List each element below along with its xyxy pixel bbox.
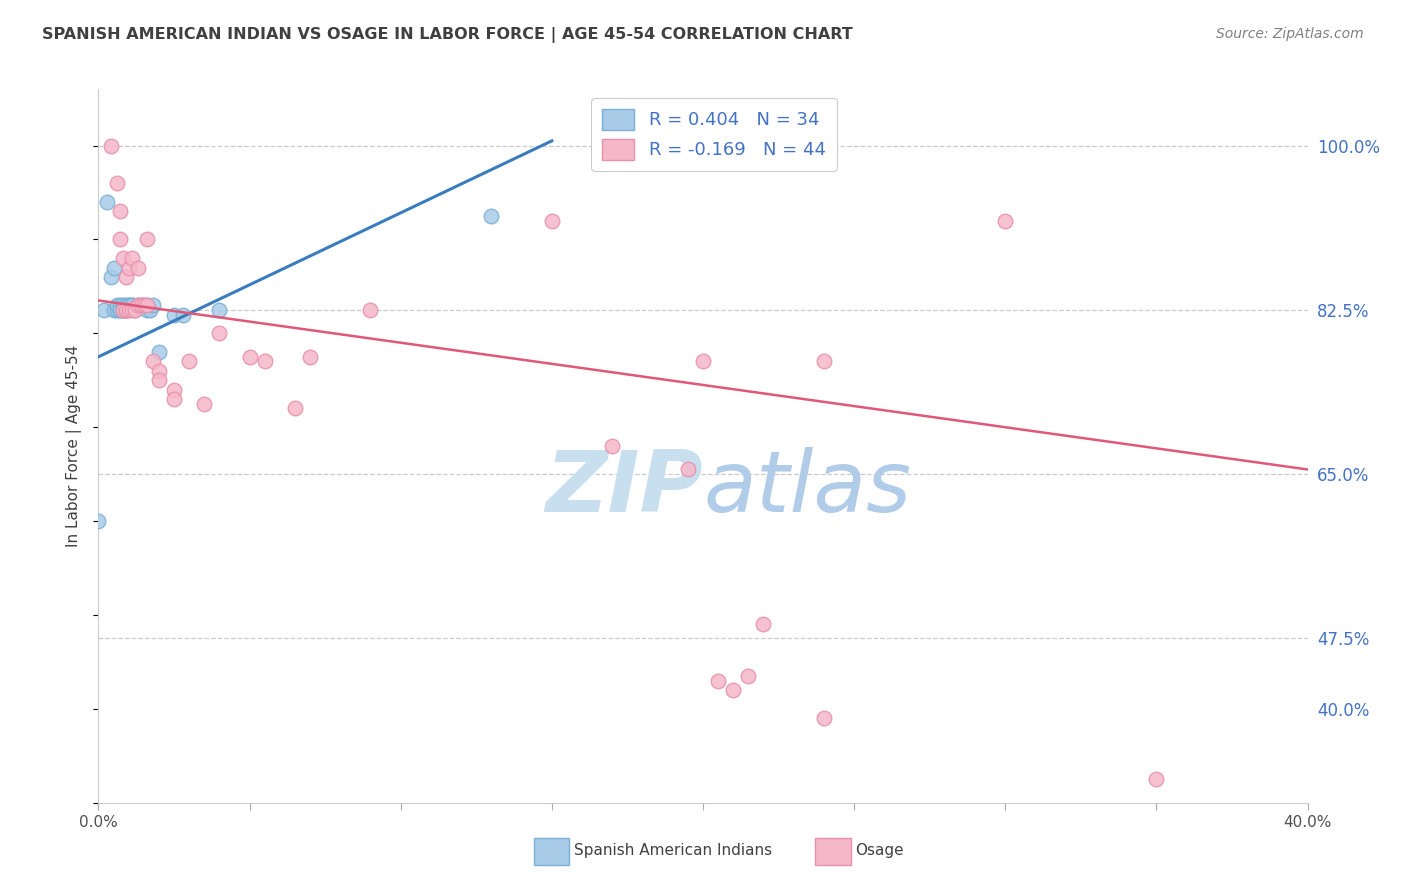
Point xyxy=(129,298,152,312)
Point xyxy=(127,260,149,275)
Point xyxy=(111,298,134,312)
Point xyxy=(135,298,157,312)
Point xyxy=(108,302,131,317)
Point xyxy=(284,401,307,416)
Text: atlas: atlas xyxy=(703,447,911,531)
Text: Source: ZipAtlas.com: Source: ZipAtlas.com xyxy=(1216,27,1364,41)
Point xyxy=(602,439,624,453)
Point xyxy=(135,302,157,317)
Point xyxy=(103,302,125,317)
Point xyxy=(121,298,143,312)
Point xyxy=(148,364,170,378)
Point xyxy=(193,397,215,411)
Point xyxy=(1144,772,1167,787)
Point xyxy=(132,298,155,312)
Point xyxy=(108,302,131,317)
Point xyxy=(100,270,122,285)
Point xyxy=(723,683,745,698)
Point xyxy=(208,326,231,341)
Point xyxy=(111,251,134,265)
Point xyxy=(114,302,136,317)
Point xyxy=(100,138,122,153)
Point xyxy=(96,194,118,209)
Point xyxy=(994,213,1017,227)
Point xyxy=(692,354,714,368)
Point xyxy=(737,669,759,683)
Point xyxy=(118,298,141,312)
Point xyxy=(360,302,382,317)
Point xyxy=(540,213,562,227)
Point xyxy=(163,383,186,397)
Point xyxy=(124,302,146,317)
Point xyxy=(148,373,170,387)
Point xyxy=(127,298,149,312)
Point xyxy=(132,298,155,312)
Point xyxy=(179,354,201,368)
Point xyxy=(239,350,262,364)
Point xyxy=(707,673,730,688)
Text: Spanish American Indians: Spanish American Indians xyxy=(574,843,772,858)
Point xyxy=(124,302,146,317)
Point xyxy=(114,298,136,312)
Point xyxy=(121,302,143,317)
Point xyxy=(148,345,170,359)
Point xyxy=(118,260,141,275)
Y-axis label: In Labor Force | Age 45-54: In Labor Force | Age 45-54 xyxy=(66,345,83,547)
Point xyxy=(114,302,136,317)
Point xyxy=(127,298,149,312)
Point xyxy=(114,302,136,317)
Point xyxy=(111,302,134,317)
Point xyxy=(114,270,136,285)
Text: Osage: Osage xyxy=(855,843,904,858)
Point xyxy=(208,302,231,317)
Point xyxy=(299,350,322,364)
Point xyxy=(676,462,699,476)
Legend: R = 0.404   N = 34, R = -0.169   N = 44: R = 0.404 N = 34, R = -0.169 N = 44 xyxy=(591,98,837,170)
Point xyxy=(135,232,157,246)
Point xyxy=(121,298,143,312)
Point xyxy=(108,204,131,219)
Point xyxy=(105,302,128,317)
Text: SPANISH AMERICAN INDIAN VS OSAGE IN LABOR FORCE | AGE 45-54 CORRELATION CHART: SPANISH AMERICAN INDIAN VS OSAGE IN LABO… xyxy=(42,27,853,43)
Point xyxy=(135,298,157,312)
Point xyxy=(105,176,128,190)
Point xyxy=(139,302,162,317)
Point xyxy=(163,392,186,406)
Point xyxy=(87,514,110,528)
Point xyxy=(752,617,775,632)
Point xyxy=(813,711,835,725)
Point xyxy=(142,354,165,368)
Point xyxy=(172,308,194,322)
Point xyxy=(129,298,152,312)
Point xyxy=(111,302,134,317)
Point xyxy=(253,354,276,368)
Point xyxy=(813,354,835,368)
Point xyxy=(163,308,186,322)
Point xyxy=(121,251,143,265)
Point xyxy=(118,298,141,312)
Point xyxy=(103,260,125,275)
Text: ZIP: ZIP xyxy=(546,447,703,531)
Point xyxy=(108,298,131,312)
Point xyxy=(142,298,165,312)
Point xyxy=(111,302,134,317)
Point xyxy=(93,302,115,317)
Point xyxy=(105,298,128,312)
Point xyxy=(108,232,131,246)
Point xyxy=(481,209,503,223)
Point xyxy=(118,302,141,317)
